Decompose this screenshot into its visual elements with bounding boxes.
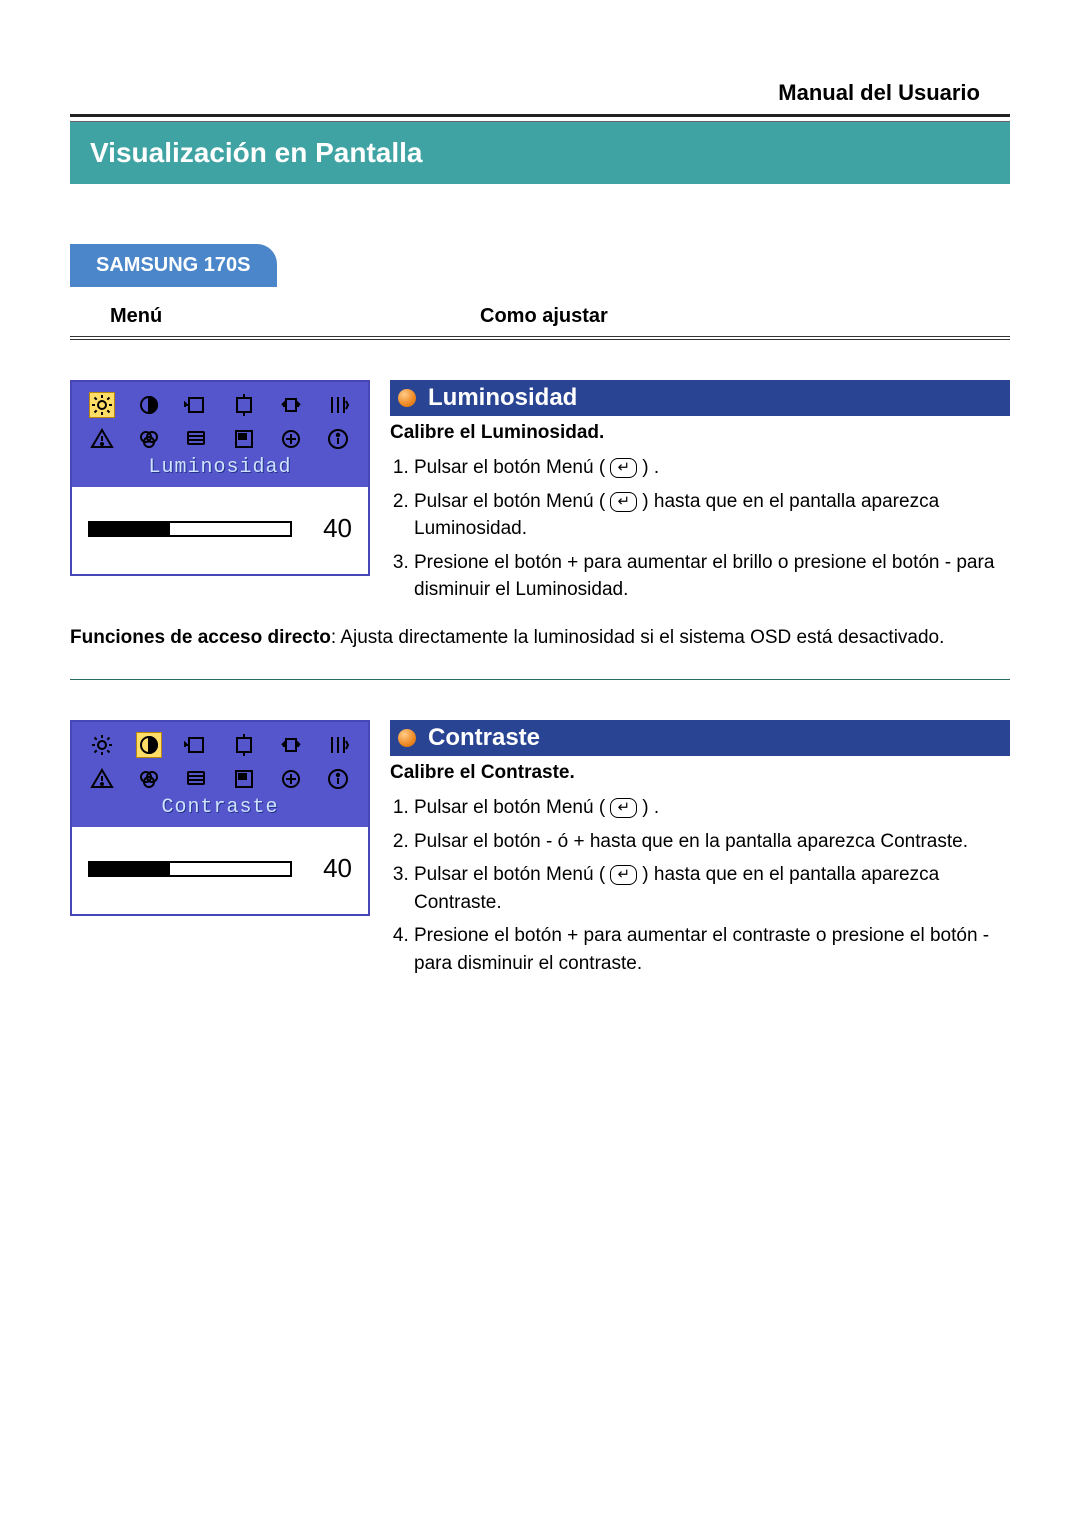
contrast-icon xyxy=(136,392,162,418)
note-rest: : Ajusta directamente la luminosidad si … xyxy=(331,627,945,648)
menu-position-icon xyxy=(231,766,257,792)
osd-value: 40 xyxy=(310,853,352,884)
product-tab: SAMSUNG 170S xyxy=(70,244,277,287)
column-headers: Menú Como ajustar xyxy=(70,305,1010,328)
section-luminosidad: Luminosidad 40 Luminosidad Calibre el Lu… xyxy=(70,380,1010,610)
osd-bar xyxy=(88,861,292,877)
reset-icon xyxy=(278,426,304,452)
fine-icon xyxy=(325,392,351,418)
section-subtitle: Calibre el Luminosidad. xyxy=(390,422,1010,444)
fine-icon xyxy=(325,732,351,758)
osd-bar-fill xyxy=(90,863,170,875)
double-rule xyxy=(70,336,1010,340)
reset-icon xyxy=(278,766,304,792)
h-size-icon xyxy=(278,732,304,758)
enter-icon: ↵ xyxy=(610,458,637,478)
brightness-icon xyxy=(89,392,115,418)
color-icon xyxy=(136,766,162,792)
osd-value: 40 xyxy=(310,513,352,544)
step: Pulsar el botón Menú ( ↵ ) hasta que en … xyxy=(414,488,1010,543)
warning-icon xyxy=(89,426,115,452)
col-howto: Como ajustar xyxy=(480,305,608,328)
v-position-icon xyxy=(231,732,257,758)
step: Pulsar el botón - ó + hasta que en la pa… xyxy=(414,828,1010,856)
enter-icon: ↵ xyxy=(610,865,637,885)
osd-bar xyxy=(88,521,292,537)
rule-thick xyxy=(70,114,1010,117)
section-subtitle: Calibre el Contraste. xyxy=(390,762,1010,784)
color-icon xyxy=(136,426,162,452)
hero-bar: Visualización en Pantalla xyxy=(70,122,1010,184)
v-position-icon xyxy=(231,392,257,418)
note: Funciones de acceso directo: Ajusta dire… xyxy=(70,624,1010,652)
manual-title: Manual del Usuario xyxy=(70,80,1010,106)
enter-icon: ↵ xyxy=(610,492,637,512)
section-title-bar: Luminosidad xyxy=(390,380,1010,416)
h-size-icon xyxy=(278,392,304,418)
section-title: Luminosidad xyxy=(428,384,577,412)
enter-icon: ↵ xyxy=(610,798,637,818)
language-icon xyxy=(183,766,209,792)
bullet-icon xyxy=(398,729,416,747)
section-contraste: Contraste 40 Contraste Calibre el Contra… xyxy=(70,720,1010,983)
page-title: Visualización en Pantalla xyxy=(90,137,423,169)
section-title-bar: Contraste xyxy=(390,720,1010,756)
section-content: Luminosidad Calibre el Luminosidad. Puls… xyxy=(390,380,1010,610)
steps-list: Pulsar el botón Menú ( ↵ ) . Pulsar el bo… xyxy=(390,794,1010,977)
section-content: Contraste Calibre el Contraste. Pulsar e… xyxy=(390,720,1010,983)
warning-icon xyxy=(89,766,115,792)
section-title: Contraste xyxy=(428,724,540,752)
osd-panel: Contraste 40 xyxy=(70,720,370,916)
menu-position-icon xyxy=(231,426,257,452)
osd-body: 40 xyxy=(72,827,368,914)
osd-label: Contraste xyxy=(72,796,368,827)
info-icon xyxy=(325,766,351,792)
h-position-icon xyxy=(183,732,209,758)
step: Presione el botón + para aumentar el bri… xyxy=(414,549,1010,604)
osd-bar-fill xyxy=(90,523,170,535)
osd-label: Luminosidad xyxy=(72,456,368,487)
step: Pulsar el botón Menú ( ↵ ) . xyxy=(414,794,1010,822)
step: Presione el botón + para aumentar el con… xyxy=(414,922,1010,977)
bullet-icon xyxy=(398,389,416,407)
note-bold: Funciones de acceso directo xyxy=(70,627,331,648)
brightness-icon xyxy=(89,732,115,758)
h-position-icon xyxy=(183,392,209,418)
info-icon xyxy=(325,426,351,452)
osd-icon-grid xyxy=(72,382,368,456)
language-icon xyxy=(183,426,209,452)
osd-icon-grid xyxy=(72,722,368,796)
osd-body: 40 xyxy=(72,487,368,574)
steps-list: Pulsar el botón Menú ( ↵ ) . Pulsar el bo… xyxy=(390,454,1010,604)
step: Pulsar el botón Menú ( ↵ ) . xyxy=(414,454,1010,482)
osd-panel: Luminosidad 40 xyxy=(70,380,370,576)
col-menu: Menú xyxy=(110,305,480,328)
step: Pulsar el botón Menú ( ↵ ) hasta que en … xyxy=(414,861,1010,916)
contrast-icon xyxy=(136,732,162,758)
section-divider xyxy=(70,679,1010,680)
